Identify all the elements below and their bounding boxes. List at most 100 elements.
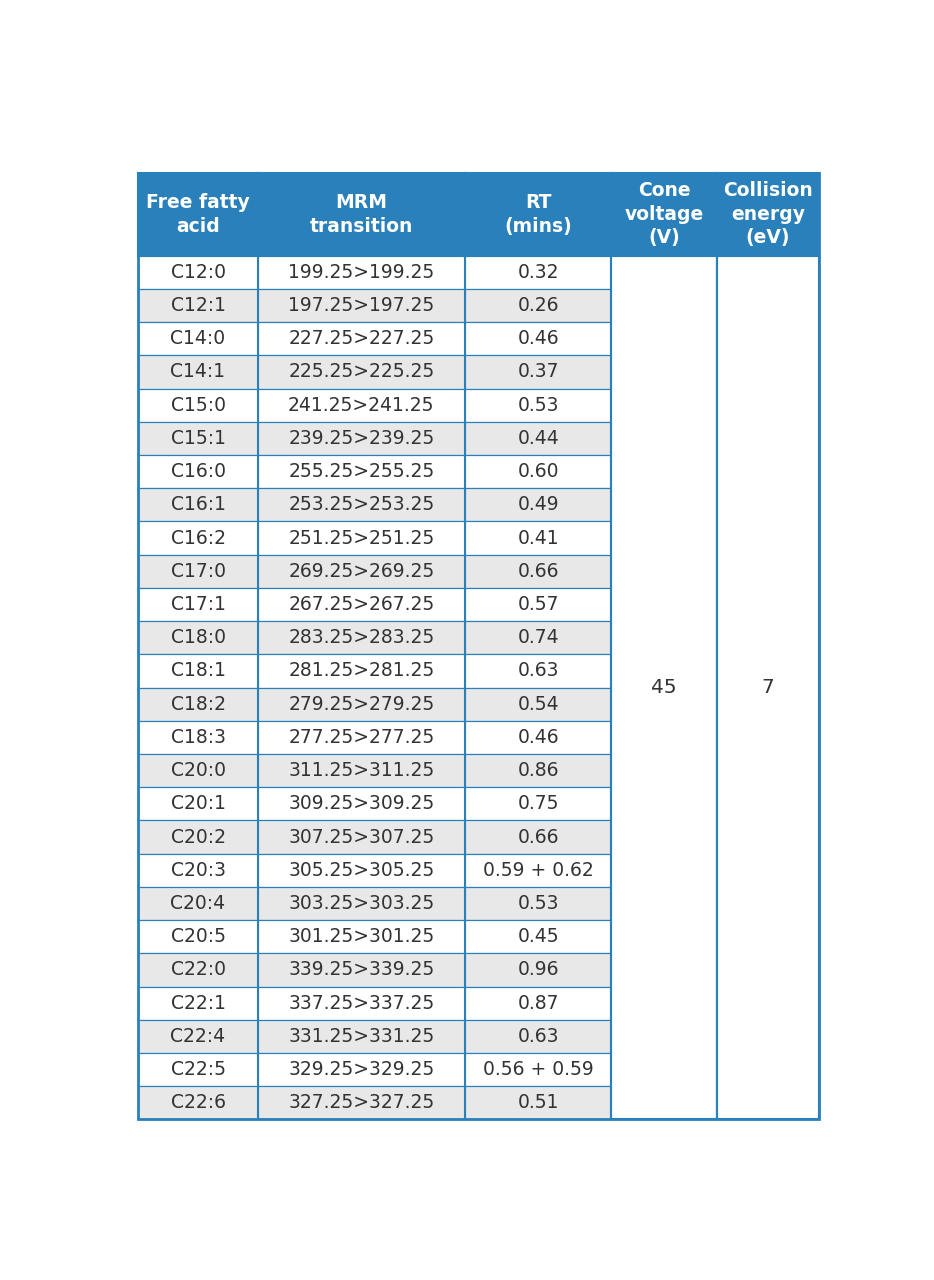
Bar: [465, 721, 612, 754]
Text: 267.25>267.25: 267.25>267.25: [289, 595, 434, 614]
Bar: [258, 887, 465, 920]
Text: 0.53: 0.53: [517, 396, 559, 415]
Bar: [465, 754, 612, 787]
Bar: [258, 454, 465, 488]
Bar: [258, 256, 465, 289]
Text: 309.25>309.25: 309.25>309.25: [289, 795, 434, 813]
Text: C22:6: C22:6: [171, 1093, 225, 1112]
Text: 0.96: 0.96: [517, 960, 559, 979]
Bar: [138, 787, 258, 820]
Text: 251.25>251.25: 251.25>251.25: [289, 529, 434, 548]
Text: 0.63: 0.63: [517, 1027, 559, 1046]
Bar: [258, 389, 465, 421]
Bar: [138, 654, 258, 687]
Bar: [138, 621, 258, 654]
Bar: [258, 754, 465, 787]
Bar: [465, 389, 612, 421]
Bar: [138, 323, 258, 356]
Text: 0.46: 0.46: [517, 329, 559, 348]
Text: 0.60: 0.60: [517, 462, 559, 481]
Text: 327.25>327.25: 327.25>327.25: [289, 1093, 434, 1112]
Bar: [465, 1087, 612, 1120]
Text: 279.25>279.25: 279.25>279.25: [289, 695, 434, 714]
Bar: [138, 421, 258, 454]
Bar: [258, 554, 465, 588]
Bar: [138, 854, 258, 887]
Bar: [258, 687, 465, 721]
Bar: [465, 687, 612, 721]
Bar: [465, 1020, 612, 1053]
Text: 0.44: 0.44: [517, 429, 559, 448]
Text: C17:1: C17:1: [171, 595, 225, 614]
Text: C20:4: C20:4: [170, 893, 226, 913]
Text: 0.57: 0.57: [517, 595, 559, 614]
Text: 0.75: 0.75: [517, 795, 559, 813]
Bar: [465, 521, 612, 554]
Bar: [138, 289, 258, 323]
Text: 301.25>301.25: 301.25>301.25: [289, 927, 434, 946]
Bar: [258, 954, 465, 987]
Bar: [465, 1053, 612, 1087]
Text: 253.25>253.25: 253.25>253.25: [289, 495, 434, 515]
Bar: [258, 173, 465, 256]
Text: 239.25>239.25: 239.25>239.25: [289, 429, 434, 448]
Text: Cone
voltage
(V): Cone voltage (V): [625, 182, 703, 247]
Text: 311.25>311.25: 311.25>311.25: [289, 762, 434, 780]
Bar: [138, 1087, 258, 1120]
Text: 0.63: 0.63: [517, 662, 559, 681]
Text: 0.32: 0.32: [517, 262, 559, 282]
Text: C18:2: C18:2: [171, 695, 225, 714]
Bar: [258, 521, 465, 554]
Bar: [465, 787, 612, 820]
Text: 0.54: 0.54: [517, 695, 559, 714]
Text: 277.25>277.25: 277.25>277.25: [289, 728, 434, 748]
Text: C18:0: C18:0: [171, 628, 225, 648]
Text: C17:0: C17:0: [171, 562, 225, 581]
Bar: [258, 488, 465, 521]
Text: 241.25>241.25: 241.25>241.25: [288, 396, 434, 415]
Text: C12:1: C12:1: [171, 296, 225, 315]
Bar: [258, 356, 465, 389]
Bar: [258, 621, 465, 654]
Bar: [138, 173, 258, 256]
Text: 0.86: 0.86: [517, 762, 559, 780]
Text: 303.25>303.25: 303.25>303.25: [289, 893, 434, 913]
Bar: [465, 654, 612, 687]
Bar: [465, 920, 612, 954]
Bar: [612, 173, 716, 256]
Bar: [138, 521, 258, 554]
Bar: [716, 173, 819, 256]
Text: 269.25>269.25: 269.25>269.25: [289, 562, 434, 581]
Bar: [465, 588, 612, 621]
Text: 0.26: 0.26: [517, 296, 559, 315]
Bar: [138, 954, 258, 987]
Text: C12:0: C12:0: [171, 262, 225, 282]
Text: 0.46: 0.46: [517, 728, 559, 748]
Bar: [465, 323, 612, 356]
Text: C20:5: C20:5: [171, 927, 225, 946]
Text: 255.25>255.25: 255.25>255.25: [289, 462, 434, 481]
Bar: [258, 323, 465, 356]
Bar: [258, 654, 465, 687]
Text: 199.25>199.25: 199.25>199.25: [289, 262, 434, 282]
Text: 0.87: 0.87: [517, 993, 559, 1012]
Bar: [465, 854, 612, 887]
Text: C22:5: C22:5: [171, 1060, 225, 1079]
Bar: [138, 488, 258, 521]
Bar: [612, 256, 716, 1120]
Bar: [465, 488, 612, 521]
Text: MRM
transition: MRM transition: [309, 193, 413, 236]
Text: 0.74: 0.74: [517, 628, 559, 648]
Bar: [138, 920, 258, 954]
Bar: [258, 1020, 465, 1053]
Bar: [465, 173, 612, 256]
Text: 0.66: 0.66: [517, 562, 559, 581]
Text: Free fatty
acid: Free fatty acid: [146, 193, 250, 236]
Text: 305.25>305.25: 305.25>305.25: [289, 860, 434, 879]
Bar: [258, 820, 465, 854]
Text: 307.25>307.25: 307.25>307.25: [289, 828, 434, 846]
Text: 225.25>225.25: 225.25>225.25: [289, 362, 434, 381]
Text: 0.37: 0.37: [517, 362, 559, 381]
Text: C22:1: C22:1: [171, 993, 225, 1012]
Text: C14:0: C14:0: [170, 329, 226, 348]
